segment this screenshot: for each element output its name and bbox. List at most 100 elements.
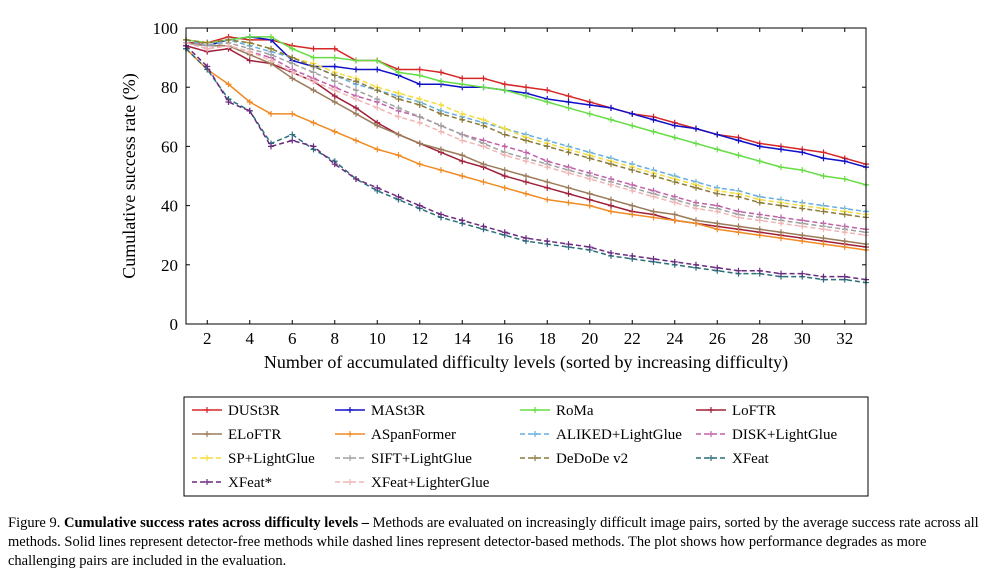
data-point-eloftr [820,235,827,242]
legend-marker-loftr [708,407,714,413]
data-point-mast3r [671,122,678,129]
data-point-eloftr [459,152,466,159]
data-point-roma [395,69,402,76]
legend-marker-xfeat-lighterglue [347,479,353,485]
data-point-dedode-v2 [438,110,444,117]
data-point-eloftr [671,211,678,218]
data-point-xfeat [438,211,444,218]
data-point-aspanformer [395,152,402,159]
data-point-sift-lightglue [395,104,402,111]
data-point-roma [544,99,551,105]
data-point-xfeat [480,223,487,230]
data-point-eloftr [331,99,338,105]
legend-marker-xfeat [204,479,210,485]
data-point-xfeat [331,161,338,168]
data-point-roma [799,167,806,174]
legend-marker-sift-lightglue [347,455,353,461]
data-point-roma [714,146,721,153]
data-point-sift-lightglue [310,69,317,76]
series-line-xfeat [185,48,867,284]
data-point-roma [289,45,296,52]
data-point-xfeat-lighterglue [820,226,827,233]
data-point-xfeat-lighterglue [310,78,317,85]
legend-label-xfeat-lighterglue: XFeat+LighterGlue [371,475,490,491]
series-line-xfeat [185,45,867,281]
data-point-xfeat [671,258,678,265]
y-tick-label: 60 [161,137,178,156]
x-tick-label: 16 [496,329,513,348]
data-point-xfeat [608,249,614,256]
data-point-eloftr [310,87,317,94]
data-point-xfeat-lighterglue [735,214,742,221]
data-point-dedode-v2 [756,199,763,206]
legend-label-loftr: LoFTR [732,403,776,419]
data-point-dedode-v2 [565,149,572,156]
data-point-aspanformer [650,214,657,221]
x-tick-label: 18 [539,329,556,348]
data-point-mast3r [799,149,806,156]
data-point-xfeat [820,273,827,280]
data-point-loftr [246,57,253,64]
y-tick-label: 0 [170,315,179,334]
data-point-xfeat-lighterglue [714,208,721,215]
data-point-mast3r [756,143,763,150]
data-point-xfeat [416,202,423,209]
data-point-dust3r [544,87,551,94]
data-point-xfeat [735,267,742,274]
data-point-roma [246,33,253,40]
data-point-xfeat [225,99,232,105]
legend-marker-xfeat [708,455,714,461]
data-point-eloftr [756,226,763,233]
data-point-dedode-v2 [650,173,657,179]
data-point-xfeat-lighterglue [246,48,253,55]
data-point-aspanformer [586,202,593,209]
data-point-aspanformer [225,81,232,88]
data-point-xfeat-lighterglue [629,187,636,194]
data-point-xfeat [289,137,296,144]
data-point-eloftr [353,110,359,117]
data-point-xfeat [268,143,274,150]
legend-label-disk-lightglue: DISK+LightGlue [732,427,837,443]
legend-label-sift-lightglue: SIFT+LightGlue [371,451,472,467]
caption-label: Figure 9. [8,515,61,531]
data-point-xfeat-lighterglue [268,57,274,64]
data-point-roma [820,173,827,179]
legend: DUSt3R MASt3R RoMa LoFTR ELoFTR ASpanFormer AL… [192,403,837,491]
data-point-roma [331,54,338,61]
data-point-roma [501,87,508,94]
data-point-dust3r [438,69,444,76]
data-point-aspanformer [416,161,423,168]
data-point-mast3r [778,146,784,153]
legend-label-dedode-v2: DeDoDe v2 [556,451,628,467]
data-point-roma [438,78,444,85]
data-point-dedode-v2 [501,131,508,138]
data-point-sift-lightglue [438,122,444,129]
data-point-aspanformer [693,220,699,227]
data-point-xfeat-lighterglue [756,217,763,224]
data-point-dust3r [331,45,338,52]
data-point-aspanformer [353,137,359,144]
data-point-roma [416,72,423,79]
y-tick-label: 20 [161,256,178,275]
data-point-roma [608,116,614,123]
data-point-aspanformer [268,110,274,117]
data-point-loftr [586,196,593,203]
data-point-aspanformer [459,173,466,179]
data-point-xfeat [841,273,848,280]
data-point-xfeat-lighterglue [480,143,487,150]
data-point-xfeat-lighterglue [841,229,848,236]
legend-marker-dedode-v2 [532,455,538,461]
data-point-sp-lightglue [480,116,487,123]
data-point-xfeat-lighterglue [204,45,211,52]
plot-frame [185,27,867,325]
data-point-xfeat-lighterglue [459,137,466,144]
data-point-dedode-v2 [416,101,423,108]
data-point-xfeat [693,261,699,268]
data-point-aspanformer [671,217,678,224]
x-tick-label: 10 [369,329,386,348]
data-point-mast3r [416,81,423,88]
data-point-aspanformer [331,128,338,135]
data-point-aspanformer [820,241,827,248]
data-point-aspanformer [310,119,317,126]
legend-label-aliked-lightglue: ALIKED+LightGlue [556,427,682,443]
